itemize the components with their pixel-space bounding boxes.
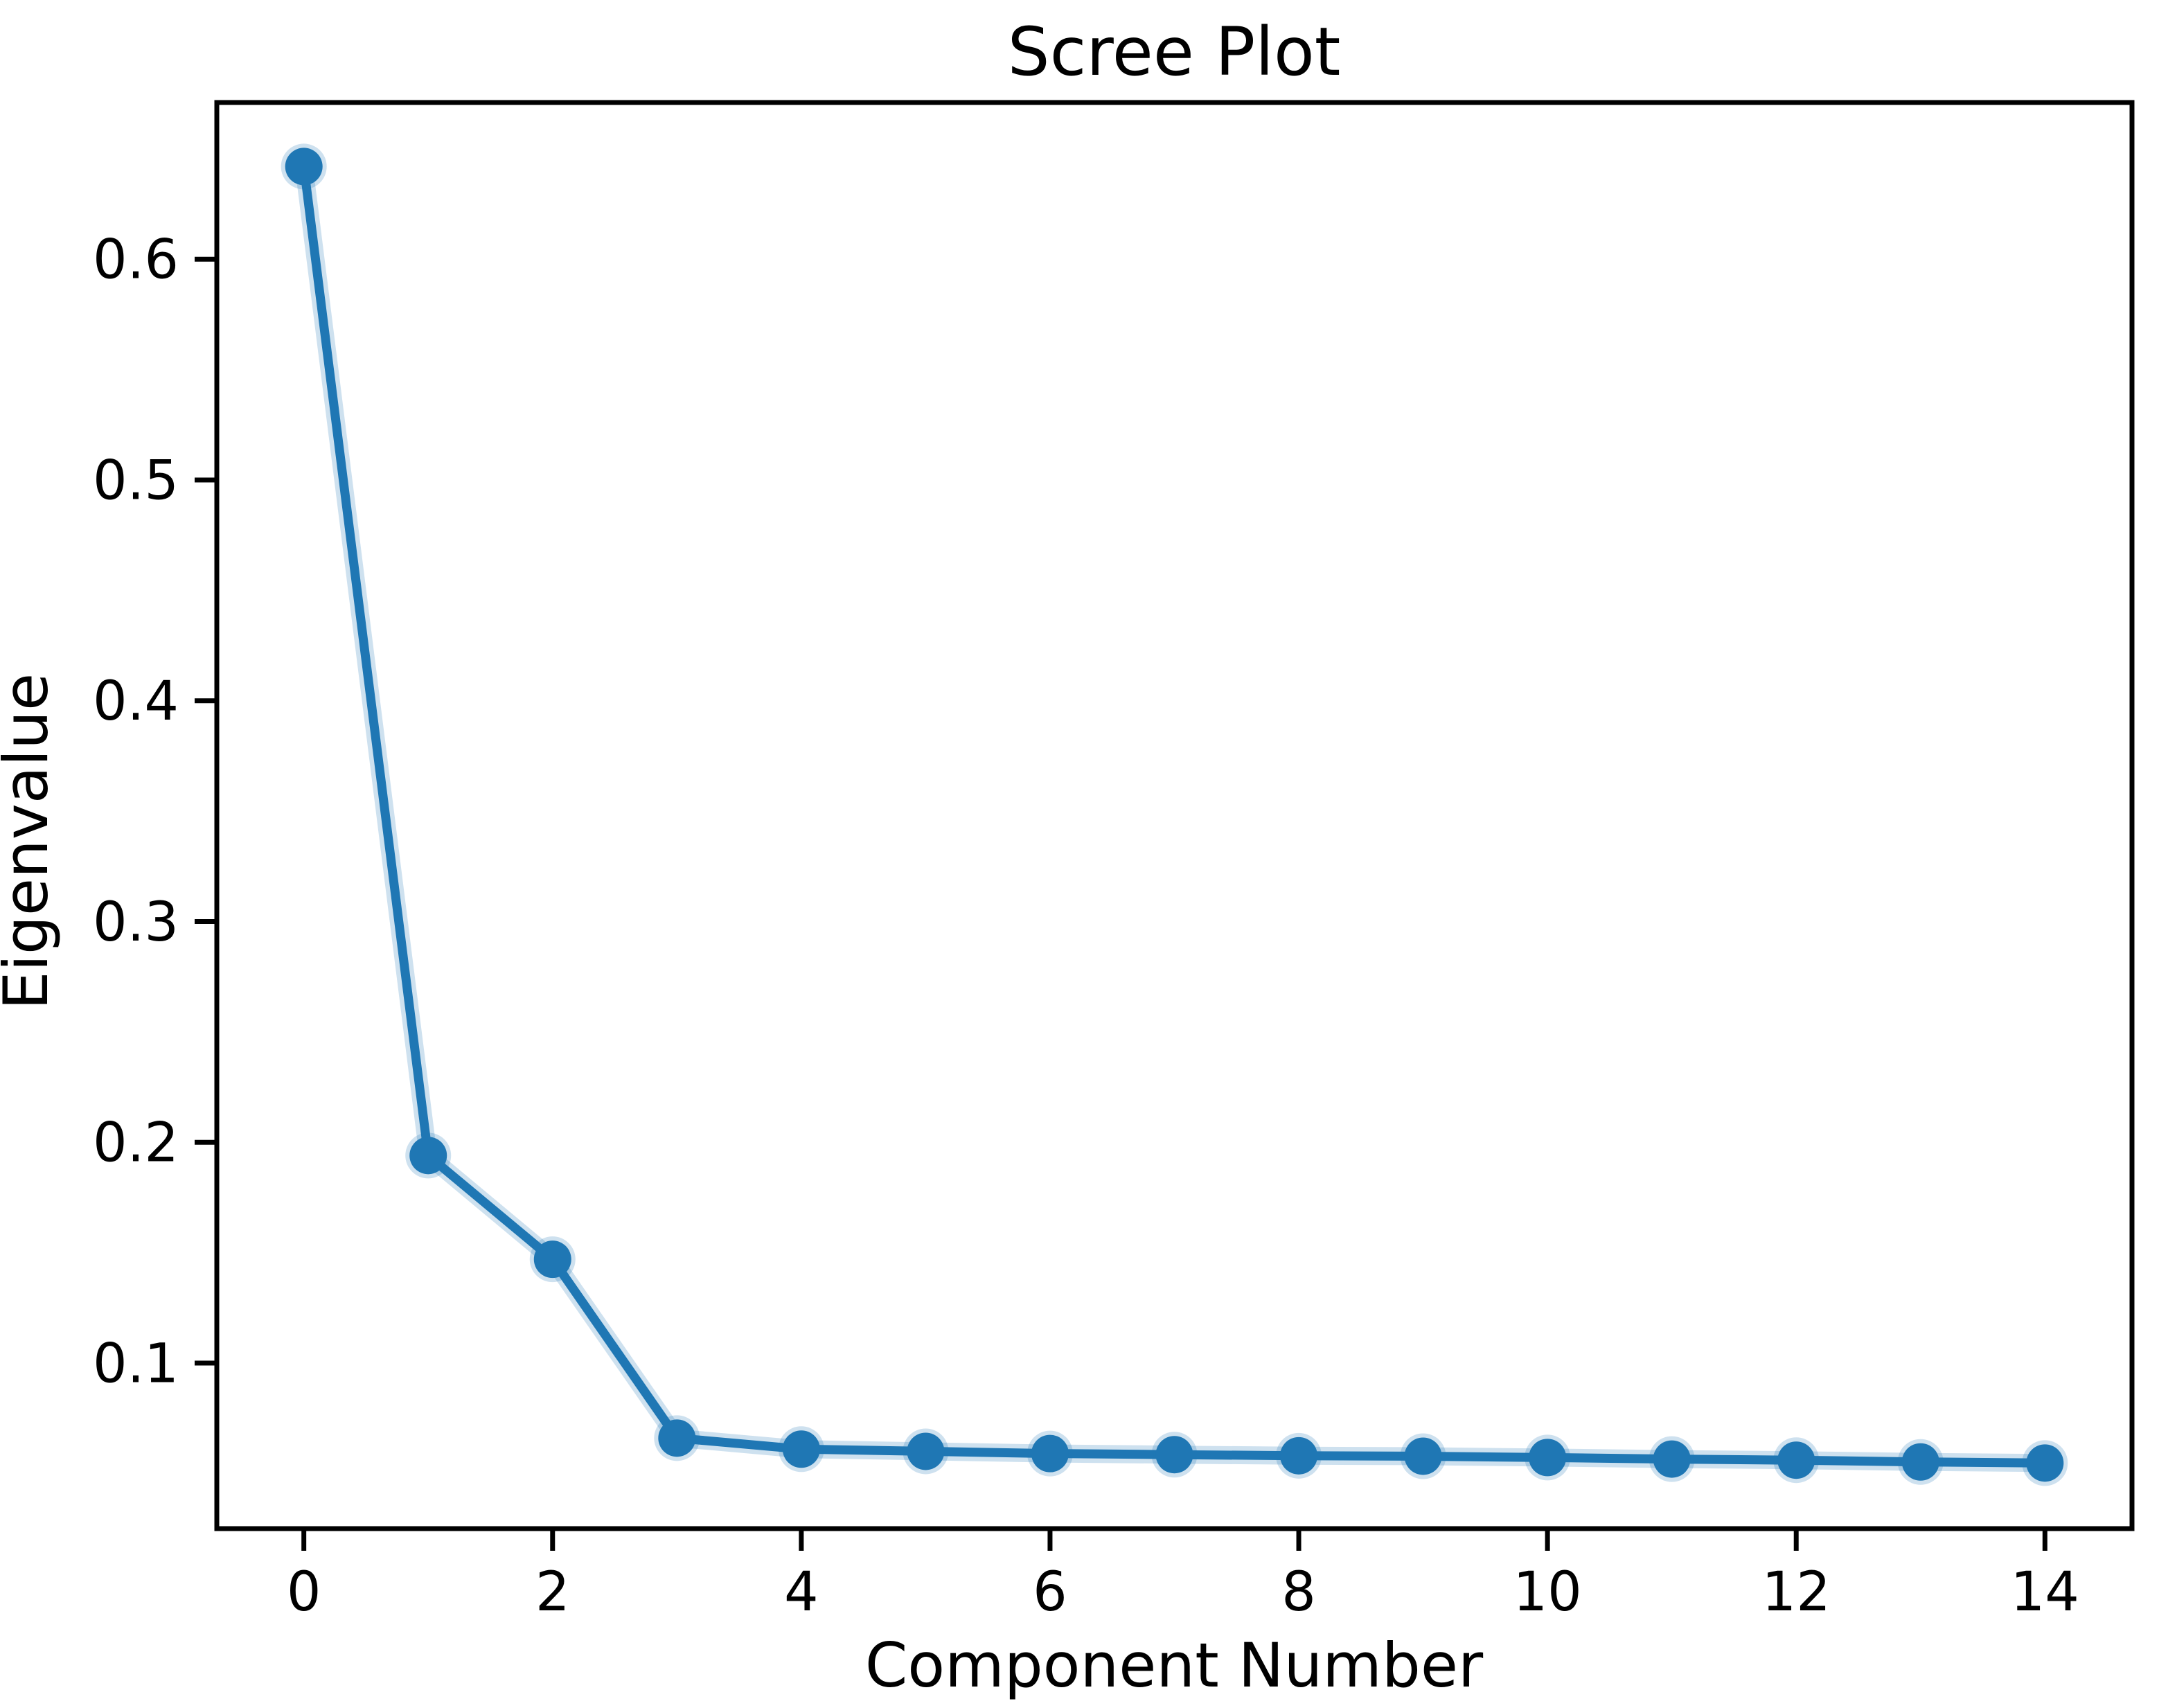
x-tick-label: 10	[1513, 1561, 1582, 1624]
data-point-marker	[1777, 1441, 1815, 1479]
data-point-marker	[1280, 1436, 1318, 1475]
x-tick-label: 4	[784, 1561, 819, 1624]
x-tick-label: 14	[2011, 1561, 2079, 1624]
data-point-marker	[907, 1432, 945, 1470]
data-point-marker	[285, 148, 323, 186]
x-tick-label: 0	[287, 1561, 321, 1624]
y-tick-label: 0.3	[93, 891, 179, 954]
y-tick-label: 0.4	[93, 670, 179, 733]
y-tick-label: 0.2	[93, 1112, 179, 1175]
x-tick-label: 8	[1281, 1561, 1316, 1624]
data-point-marker	[409, 1137, 447, 1175]
data-point-marker	[2026, 1444, 2064, 1482]
x-tick-label: 6	[1033, 1561, 1067, 1624]
x-tick-label: 12	[1762, 1561, 1831, 1624]
data-point-marker	[533, 1240, 571, 1279]
data-point-marker	[1031, 1434, 1069, 1473]
data-point-marker	[782, 1430, 820, 1468]
chart-title: Scree Plot	[1008, 13, 1341, 91]
data-point-marker	[658, 1419, 696, 1457]
data-point-marker	[1404, 1437, 1442, 1475]
y-axis-label: Eigenvalue	[0, 673, 62, 1010]
data-point-marker	[1901, 1443, 1939, 1481]
data-point-marker	[1529, 1439, 1567, 1477]
data-point-marker	[1653, 1440, 1691, 1478]
axis-ticks: 0 2 4 6 8 10 12 14 0.1 0.2 0.3 0.4 0.5 0.6	[93, 229, 2079, 1624]
data-point-marker	[1155, 1436, 1193, 1474]
x-tick-label: 2	[535, 1561, 570, 1624]
data-series	[285, 148, 2064, 1482]
plot-area-border	[214, 100, 2135, 1531]
x-axis-label: Component Number	[865, 1630, 1484, 1701]
y-tick-label: 0.5	[93, 450, 179, 512]
line-soft-halo	[281, 143, 2068, 1486]
y-tick-label: 0.1	[93, 1333, 179, 1395]
y-tick-label: 0.6	[93, 229, 179, 292]
